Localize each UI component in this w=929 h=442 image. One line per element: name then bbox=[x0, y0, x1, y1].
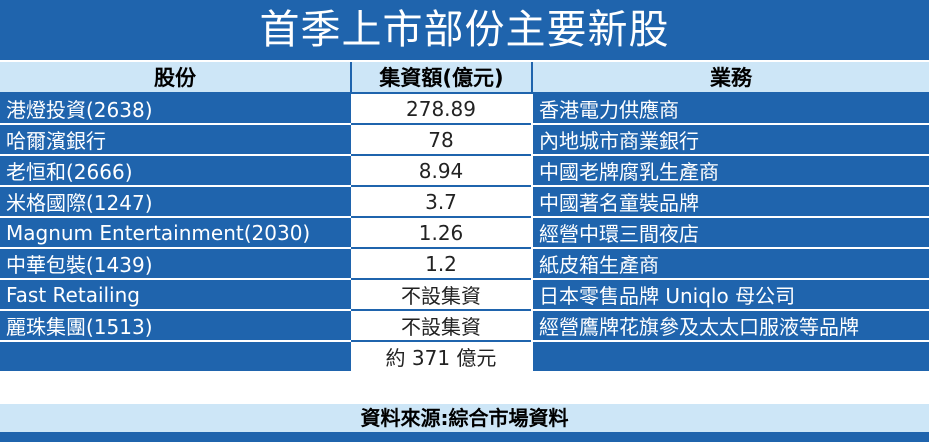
table-row: 老恒和(2666) 8.94 中國老牌腐乳生產商 bbox=[0, 154, 929, 186]
cell-amount: 1.26 bbox=[351, 216, 532, 248]
cell-amount: 278.89 bbox=[351, 92, 532, 124]
cell-business: 香港電力供應商 bbox=[531, 92, 929, 124]
total-cell-amount: 約 371 億元 bbox=[351, 340, 532, 371]
table-row: 麗珠集團(1513) 不設集資 經營鷹牌花旗參及太太口服液等品牌 bbox=[0, 309, 929, 341]
table-header-row: 股份 集資額(億元) 業務 bbox=[0, 62, 929, 94]
cell-amount: 8.94 bbox=[351, 154, 532, 186]
cell-amount: 78 bbox=[351, 123, 532, 155]
total-cell-stock bbox=[0, 340, 351, 371]
bottom-divider bbox=[0, 432, 929, 442]
cell-amount: 3.7 bbox=[351, 185, 532, 217]
cell-stock: 老恒和(2666) bbox=[0, 154, 351, 186]
header-stock: 股份 bbox=[0, 62, 351, 94]
cell-stock: 港燈投資(2638) bbox=[0, 92, 351, 124]
ipo-table: 股份 集資額(億元) 業務 港燈投資(2638) 278.89 香港電力供應商 … bbox=[0, 62, 929, 371]
table-title: 首季上市部份主要新股 bbox=[0, 0, 929, 60]
cell-stock: Fast Retailing bbox=[0, 278, 351, 310]
cell-business: 紙皮箱生產商 bbox=[531, 247, 929, 279]
cell-amount: 不設集資 bbox=[351, 309, 532, 341]
table-row: 哈爾濱銀行 78 內地城市商業銀行 bbox=[0, 123, 929, 155]
cell-stock: 中華包裝(1439) bbox=[0, 247, 351, 279]
total-row: 約 371 億元 bbox=[0, 340, 929, 371]
cell-business: 經營鷹牌花旗參及太太口服液等品牌 bbox=[531, 309, 929, 341]
table-row: Magnum Entertainment(2030) 1.26 經營中環三間夜店 bbox=[0, 216, 929, 248]
cell-amount: 1.2 bbox=[351, 247, 532, 279]
table-row: 米格國際(1247) 3.7 中國著名童裝品牌 bbox=[0, 185, 929, 217]
cell-business: 日本零售品牌 Uniqlo 母公司 bbox=[531, 278, 929, 310]
cell-business: 中國著名童裝品牌 bbox=[531, 185, 929, 217]
source-note: 資料來源:綜合市場資料 bbox=[0, 404, 929, 432]
table-row: 港燈投資(2638) 278.89 香港電力供應商 bbox=[0, 92, 929, 124]
cell-stock: 哈爾濱銀行 bbox=[0, 123, 351, 155]
total-cell-business bbox=[531, 340, 929, 371]
cell-business: 內地城市商業銀行 bbox=[531, 123, 929, 155]
cell-business: 經營中環三間夜店 bbox=[531, 216, 929, 248]
header-amount: 集資額(億元) bbox=[350, 62, 532, 94]
table-row: 中華包裝(1439) 1.2 紙皮箱生產商 bbox=[0, 247, 929, 279]
header-business: 業務 bbox=[531, 62, 929, 94]
cell-business: 中國老牌腐乳生產商 bbox=[531, 154, 929, 186]
cell-stock: 麗珠集團(1513) bbox=[0, 309, 351, 341]
cell-stock: 米格國際(1247) bbox=[0, 185, 351, 217]
table-row: Fast Retailing 不設集資 日本零售品牌 Uniqlo 母公司 bbox=[0, 278, 929, 310]
cell-amount: 不設集資 bbox=[351, 278, 532, 310]
cell-stock: Magnum Entertainment(2030) bbox=[0, 216, 351, 248]
